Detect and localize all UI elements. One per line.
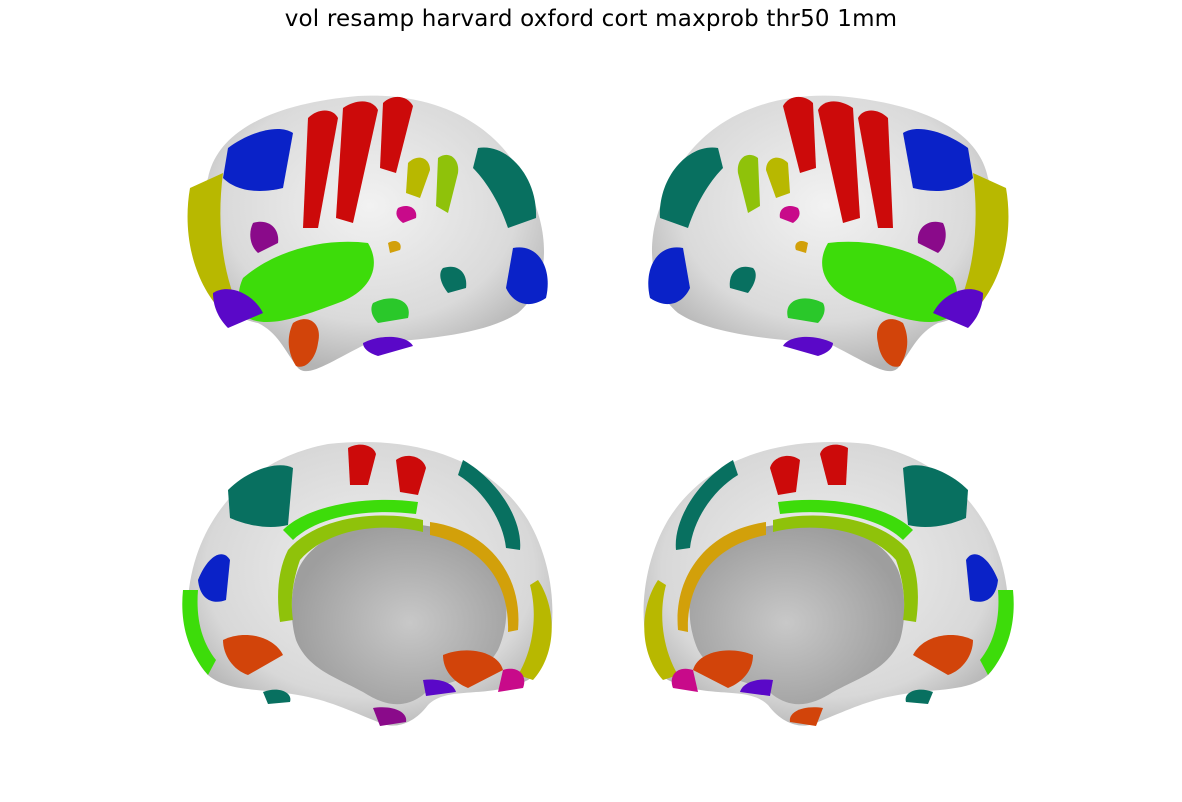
left-hemisphere-lateral-view — [168, 78, 568, 388]
figure-title: vol resamp harvard oxford cort maxprob t… — [0, 6, 1182, 32]
region-superior-frontal-medial — [228, 465, 293, 527]
right-hemisphere-medial-view — [628, 430, 1028, 740]
left-hemisphere-medial-view — [168, 430, 568, 740]
right-hemisphere-lateral-view — [628, 78, 1028, 388]
brain-surface-render — [168, 78, 568, 388]
brain-surface-render — [168, 430, 568, 740]
region-superior-frontal-medial — [903, 465, 968, 527]
brain-surface-render — [628, 430, 1028, 740]
brain-surface-render — [628, 78, 1028, 388]
